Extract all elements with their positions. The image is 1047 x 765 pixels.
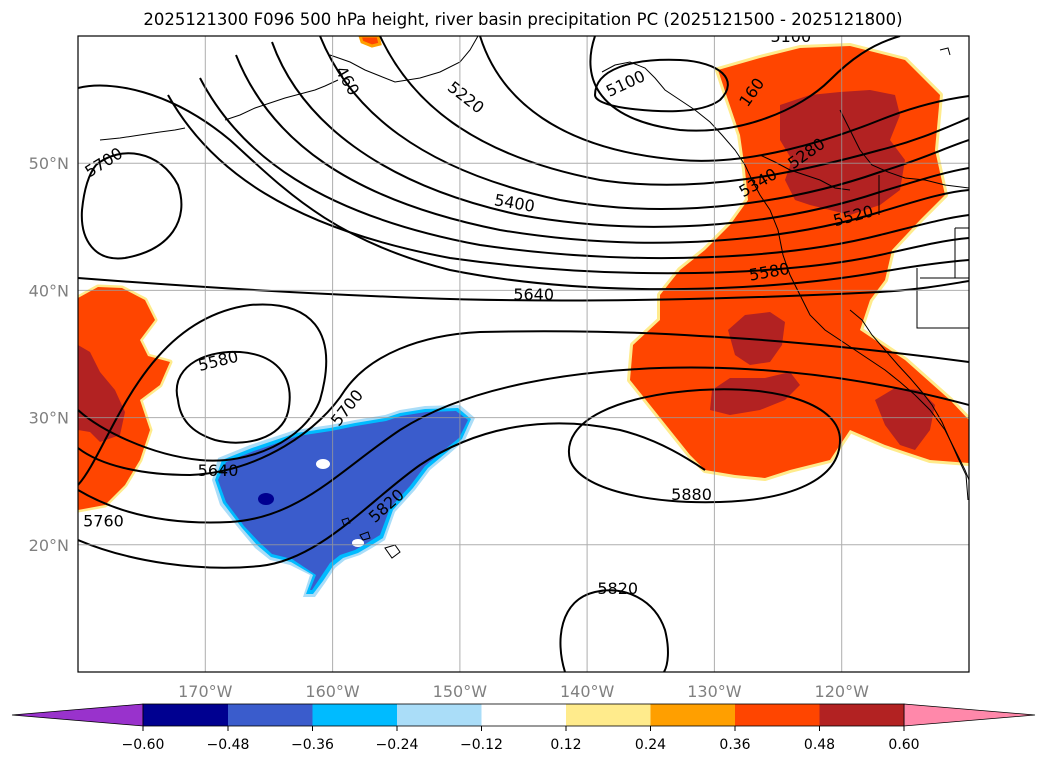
contour-label: 5640 — [198, 461, 239, 480]
figure-title: 2025121300 F096 500 hPa height, river ba… — [143, 10, 902, 29]
colorbar-segment — [481, 704, 566, 726]
colorbar-segment — [819, 704, 904, 726]
colorbar-segment — [143, 704, 228, 726]
lat-tick-label: 20°N — [29, 536, 69, 555]
map-frame — [77, 35, 970, 673]
colorbar-tick-label: 0.24 — [635, 737, 666, 753]
colorbar-tick-label: −0.12 — [460, 737, 503, 753]
precip-max-mexico — [875, 388, 935, 450]
colorbar-segment — [735, 704, 820, 726]
colorbar-segment — [228, 704, 313, 726]
colorbar-tick-label: 0.12 — [550, 737, 581, 753]
colorbar-segment — [566, 704, 651, 726]
lon-tick-label: 120°W — [815, 682, 870, 701]
colorbar-tick-label: −0.60 — [122, 737, 165, 753]
colorbar-tick-label: −0.36 — [291, 737, 334, 753]
colorbar-tick-label: 0.48 — [804, 737, 835, 753]
colorbar-segment — [650, 704, 735, 726]
coastlines — [99, 36, 969, 559]
colorbar-tick-label: −0.48 — [207, 737, 250, 753]
contour-label: 5640 — [513, 285, 554, 304]
latitude-labels: 20°N 30°N 40°N 50°N — [29, 154, 69, 555]
height-contours — [78, 36, 969, 672]
longitude-labels: 170°W 160°W 150°W 140°W 130°W 120°W — [178, 682, 869, 701]
contour-label: 5760 — [83, 512, 124, 531]
colorbar-segment — [397, 704, 482, 726]
precip-positive-north-patch — [358, 36, 382, 48]
lat-tick-label: 30°N — [29, 409, 69, 428]
colorbar-over-arrow — [903, 703, 1036, 727]
colorbar-tick-label: 0.60 — [888, 737, 919, 753]
lon-tick-label: 130°W — [687, 682, 742, 701]
lon-tick-label: 170°W — [178, 682, 233, 701]
lon-tick-label: 140°W — [560, 682, 615, 701]
lon-tick-label: 150°W — [433, 682, 488, 701]
colorbar-tick-label: 0.36 — [719, 737, 750, 753]
colorbar-tick-label: −0.24 — [376, 737, 419, 753]
graticule — [78, 36, 969, 672]
precip-max-south — [710, 372, 800, 415]
lat-tick-label: 50°N — [29, 154, 69, 173]
contour-label: 5100 — [770, 27, 811, 46]
colorbar: −0.60 −0.48 −0.36 −0.24 −0.12 0.12 0.24 0.36 0.4… — [11, 703, 1036, 753]
colorbar-under-arrow — [11, 703, 144, 727]
lon-tick-label: 160°W — [305, 682, 360, 701]
colorbar-segment — [312, 704, 397, 726]
precip-max-north — [780, 90, 905, 215]
lat-tick-label: 40°N — [29, 281, 69, 300]
contour-label: 5820 — [597, 579, 638, 598]
contour-label: 5880 — [671, 485, 712, 504]
